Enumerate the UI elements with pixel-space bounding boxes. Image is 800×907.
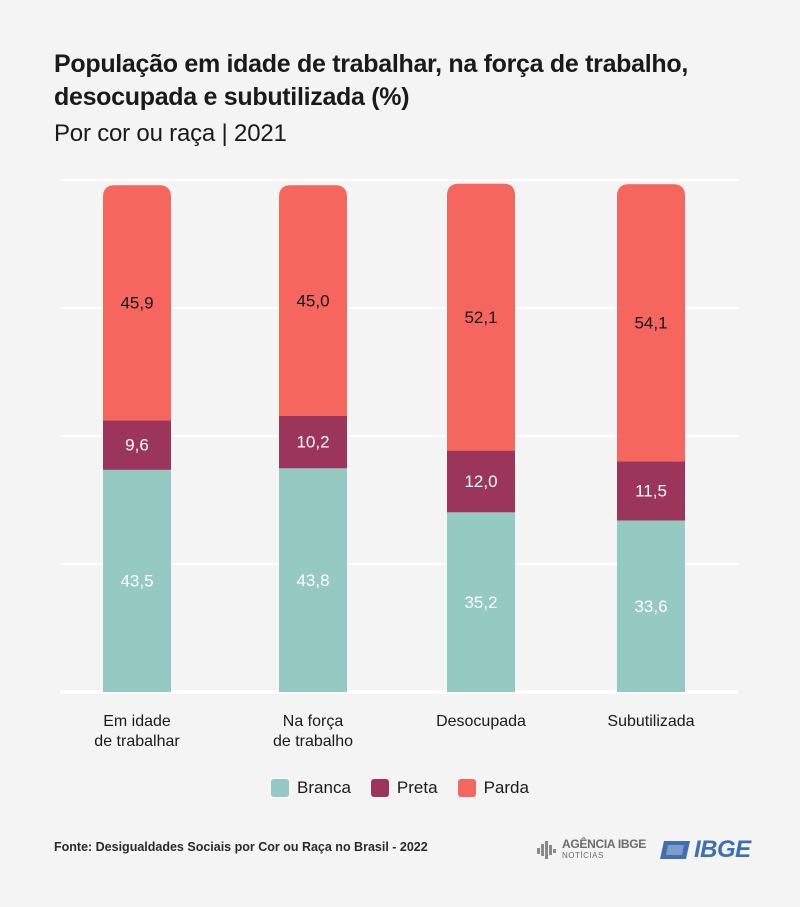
bar-segment-preta [447, 450, 515, 513]
data-label-parda: 52,1 [464, 308, 497, 327]
bar-segment-branca [617, 519, 685, 692]
data-label-preta: 12,0 [464, 472, 497, 491]
bar-segment-preta [103, 420, 171, 470]
legend-label-branca: Branca [297, 778, 351, 797]
bar-segment-preta [617, 461, 685, 521]
legend-swatch-parda [457, 779, 476, 797]
legend-item-branca: Branca [271, 778, 351, 798]
legend-swatch-preta [370, 779, 389, 797]
bar-segment-preta [279, 415, 347, 469]
source-note: Fonte: Desigualdades Sociais por Cor ou … [54, 840, 428, 854]
legend-label-parda: Parda [483, 778, 529, 797]
data-label-branca: 35,2 [464, 593, 497, 612]
bar-segment-parda [617, 184, 685, 462]
category-labels: Em idade de trabalhar Na força de trabalho D… [94, 713, 694, 750]
agencia-name: AGÊNCIA IBGE [562, 837, 646, 851]
agencia-ibge-logo: AGÊNCIA IBGE NOTÍCIAS [536, 837, 646, 861]
ibge-logo-icon [659, 841, 690, 859]
data-label-parda: 45,9 [120, 294, 153, 313]
bar-segment-branca [279, 467, 347, 692]
category-label: de trabalhar [94, 733, 180, 750]
stacked-bar-chart: 43,5 9,6 45,9 43,8 10,2 45,0 35,2 12,0 52,1 33,6 1… [60, 179, 738, 750]
bar-stack [617, 184, 685, 692]
category-label: Subutilizada [607, 713, 694, 730]
footer-logos: AGÊNCIA IBGE NOTÍCIAS IBGE [536, 836, 751, 864]
data-label-branca: 43,8 [296, 571, 329, 590]
data-label-branca: 43,5 [120, 572, 153, 591]
bar-segment-parda [447, 183, 515, 451]
bar-segment-parda [279, 185, 347, 417]
legend-label-preta: Preta [396, 778, 438, 797]
category-label: Em idade [103, 713, 171, 730]
data-label-parda: 54,1 [634, 314, 667, 333]
bar-segment-parda [103, 185, 171, 421]
bar-segment-branca [447, 511, 515, 693]
bar-segment-branca [103, 469, 171, 692]
legend-swatch-branca [271, 779, 290, 797]
legend: Branca Preta Parda [0, 778, 800, 798]
category-label: Na força [283, 713, 344, 730]
ibge-logo: IBGE [659, 836, 751, 864]
data-label-preta: 11,5 [635, 482, 667, 501]
bar-stack [279, 185, 347, 692]
agencia-ibge-logo-icon [537, 841, 556, 859]
data-label-preta: 9,6 [125, 436, 149, 455]
category-label: Desocupada [436, 713, 526, 730]
agencia-sub: NOTÍCIAS [562, 851, 604, 860]
category-label: de trabalho [273, 733, 353, 750]
bar-stack [103, 185, 171, 692]
data-label-preta: 10,2 [296, 433, 329, 452]
data-label-branca: 33,6 [634, 597, 667, 616]
ibge-wordmark: IBGE [693, 836, 751, 863]
chart-bars: 43,5 9,6 45,9 43,8 10,2 45,0 35,2 12,0 52,1 33,6 1… [103, 183, 685, 693]
legend-item-parda: Parda [457, 778, 529, 798]
chart-title: População em idade de trabalhar, na forç… [54, 50, 688, 111]
legend-item-preta: Preta [370, 778, 438, 798]
chart-subtitle: Por cor ou raça | 2021 [54, 120, 287, 147]
bar-stack [447, 183, 515, 693]
data-label-parda: 45,0 [296, 291, 329, 310]
